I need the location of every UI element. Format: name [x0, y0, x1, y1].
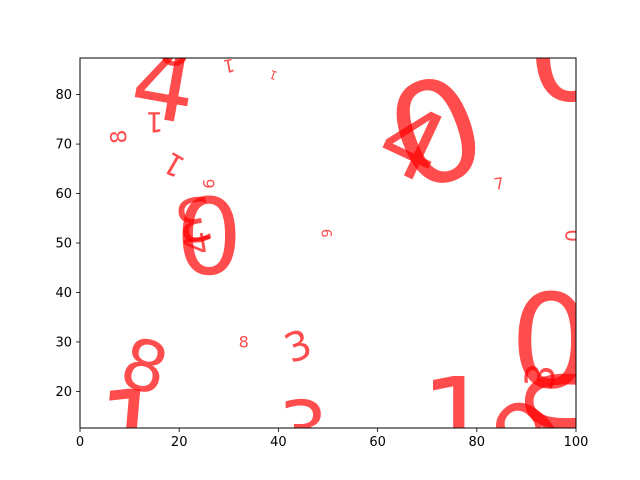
digit-marker: 1: [420, 354, 493, 480]
y-axis: 20 30 40 50 60 70 80: [55, 88, 80, 400]
digit-marker: 3: [278, 384, 329, 477]
y-tick-label: 20: [55, 385, 72, 400]
digit-marker: 1: [145, 105, 163, 138]
x-tick-label: 100: [564, 435, 589, 450]
plot-area: [80, 58, 576, 428]
digit-marker: 0: [176, 172, 243, 294]
x-tick-label: 20: [171, 435, 188, 450]
digit-marker: 0: [562, 229, 586, 242]
digit-marker: 1: [221, 54, 236, 77]
y-tick-label: 70: [55, 138, 72, 153]
digit-markers: 401118103649407008813310309: [89, 0, 633, 480]
x-tick-label: 40: [270, 435, 287, 450]
y-tick-label: 50: [55, 237, 72, 252]
x-tick-label: 60: [369, 435, 386, 450]
digit-marker: 6: [199, 179, 218, 189]
digit-marker: 0: [527, 0, 616, 134]
digit-marker: 1: [89, 364, 170, 480]
x-tick-label: 80: [469, 435, 486, 450]
digit-marker: 0: [155, 10, 193, 80]
digit-marker: 1: [267, 67, 279, 83]
x-axis: 0 20 40 60 80 100: [76, 428, 589, 450]
digit-marker: 0: [505, 366, 633, 436]
digit-marker: 0: [510, 266, 593, 418]
digit-marker: 8: [239, 332, 249, 351]
digit-marker: 7: [492, 173, 505, 193]
digit-marker: 8: [107, 129, 133, 145]
y-tick-label: 80: [55, 88, 72, 103]
digit-marker: 9: [320, 229, 336, 238]
y-tick-label: 30: [55, 335, 72, 350]
y-tick-label: 60: [55, 187, 72, 202]
x-tick-label: 0: [76, 435, 84, 450]
y-tick-label: 40: [55, 286, 72, 301]
